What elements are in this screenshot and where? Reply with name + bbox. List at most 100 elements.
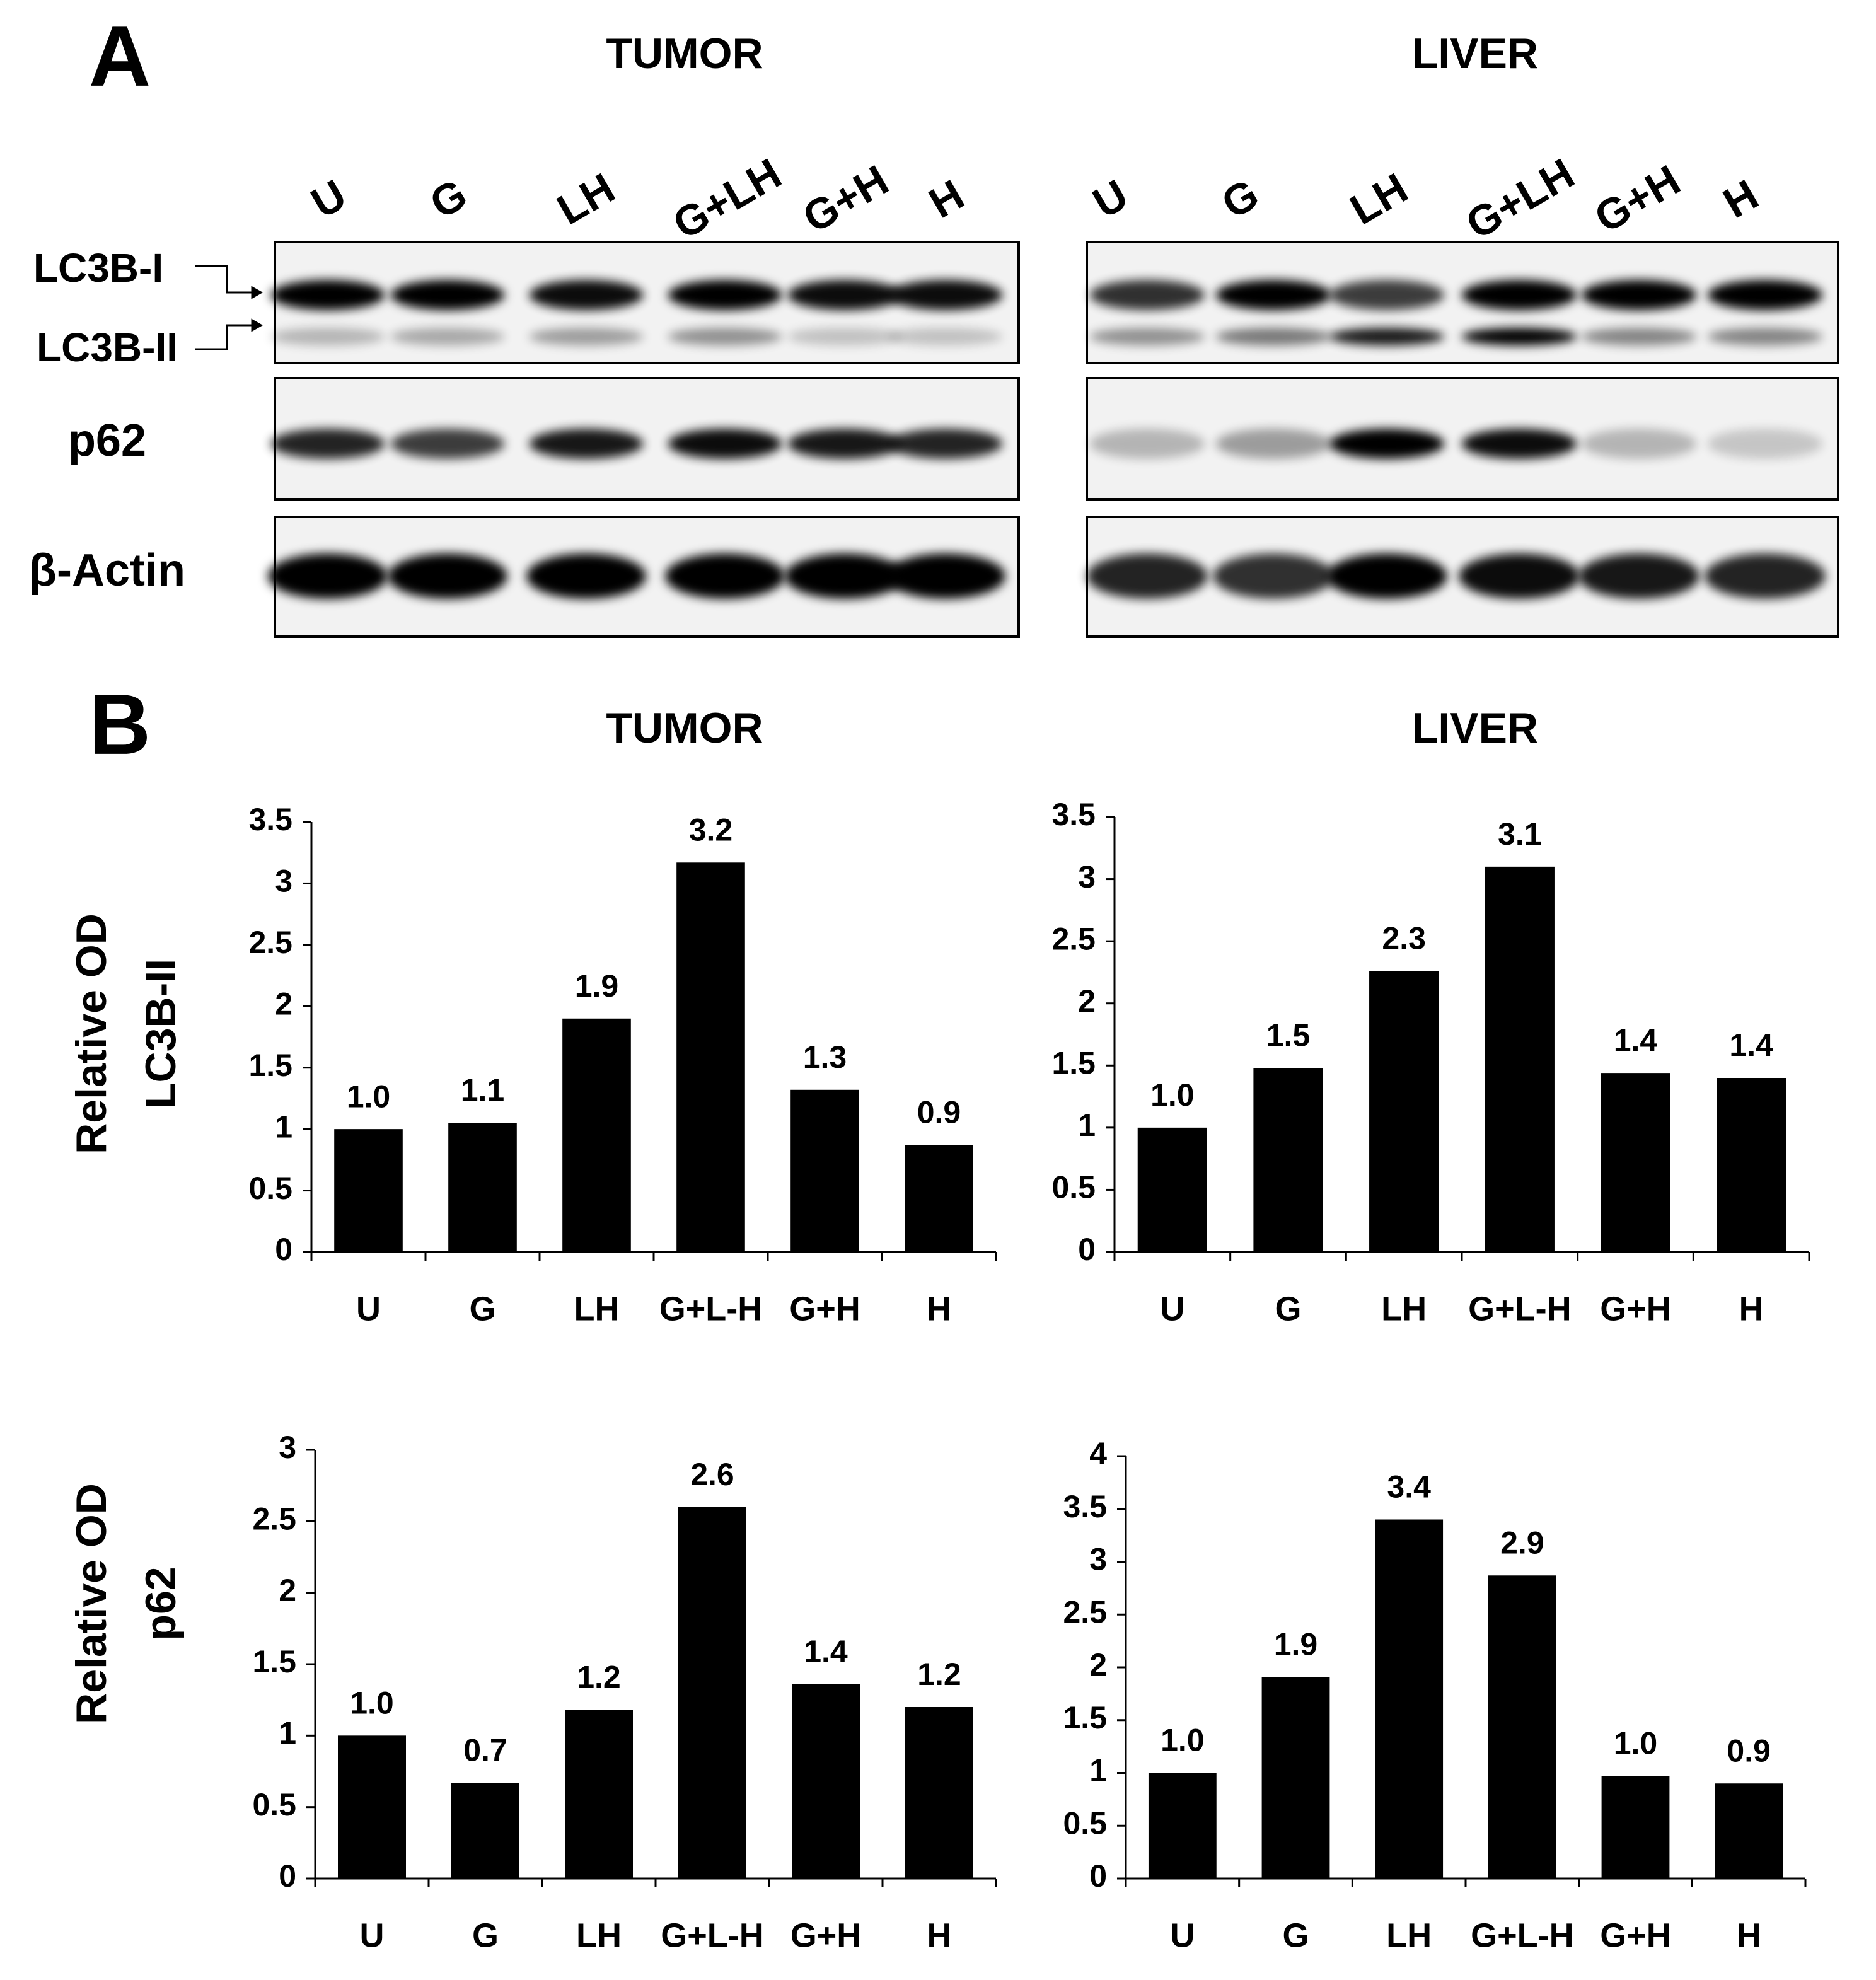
y-tick-label: 3.5 — [248, 802, 292, 837]
x-tick-label: LH — [1381, 1290, 1427, 1328]
value-label: 1.0 — [1150, 1077, 1195, 1113]
value-label: 1.9 — [1274, 1626, 1318, 1662]
bar-chart: 0 0.5 1 1.5 2 2.5 3 U 1.0 G 0.7 LH 1.2 G+L-H 2.6 G+H 1.4… — [252, 1430, 997, 1954]
blot-title: LIVER — [1412, 30, 1538, 78]
bar — [448, 1123, 517, 1252]
x-tick-label: G — [469, 1290, 495, 1328]
x-tick-label: G+L-H — [1471, 1916, 1574, 1954]
y-tick-label: 0 — [1089, 1858, 1107, 1894]
x-tick-label: LH — [574, 1290, 620, 1328]
y-tick-label: 2 — [279, 1573, 296, 1608]
bar — [334, 1129, 403, 1252]
x-tick-label: H — [1737, 1916, 1761, 1954]
bar — [676, 862, 745, 1252]
band — [668, 328, 782, 345]
bar — [565, 1710, 633, 1879]
arrows — [195, 265, 263, 350]
bar — [1137, 1127, 1207, 1252]
band — [1459, 553, 1580, 599]
band — [529, 328, 644, 345]
blot-row-label: p62 — [68, 415, 146, 466]
value-label: 2.3 — [1382, 921, 1426, 956]
band — [1461, 328, 1577, 345]
y-tick-label: 0.5 — [252, 1787, 296, 1822]
value-label: 1.1 — [461, 1073, 505, 1108]
x-tick-label: H — [927, 1916, 952, 1954]
y-tick-label: 2.5 — [1063, 1594, 1107, 1630]
value-label: 0.9 — [1727, 1733, 1771, 1768]
y-tick-label: 1 — [1078, 1108, 1096, 1143]
y-tick-label: 1.5 — [248, 1048, 292, 1083]
bar-chart: 0 0.5 1 1.5 2 2.5 3 3.5 4 U 1.0 G 1.9 LH 3.4 G+L-H 2.9 G+… — [1063, 1436, 1807, 1954]
band — [1461, 429, 1577, 459]
bar — [1601, 1776, 1670, 1879]
value-label: 0.7 — [463, 1732, 507, 1768]
panel-label: B — [89, 676, 151, 772]
x-tick-label: G+H — [1600, 1290, 1671, 1328]
x-tick-label: G+L-H — [659, 1290, 763, 1328]
y-tick-label: 0 — [1078, 1232, 1096, 1267]
band — [785, 553, 905, 599]
band — [390, 280, 505, 310]
blot-title: TUMOR — [606, 30, 763, 78]
band — [1581, 280, 1697, 310]
y-tick-label: 1.5 — [252, 1644, 296, 1679]
bar — [792, 1684, 860, 1879]
x-tick-label: H — [927, 1290, 951, 1328]
value-label: 3.1 — [1498, 816, 1542, 852]
bar — [1369, 971, 1439, 1252]
value-label: 1.4 — [1614, 1022, 1658, 1058]
bar — [1253, 1068, 1323, 1252]
x-tick-label: G+L-H — [1468, 1290, 1572, 1328]
arrow — [195, 265, 252, 294]
band — [1705, 553, 1826, 599]
y-tick-label: 2.5 — [248, 925, 292, 960]
column-title: TUMOR — [606, 704, 763, 752]
panel-label: A — [89, 8, 151, 104]
band — [270, 328, 385, 345]
x-tick-label: U — [1160, 1290, 1184, 1328]
band — [668, 280, 782, 310]
bar — [678, 1507, 746, 1879]
band — [1578, 553, 1699, 599]
y-axis-title-line: LC3B-II — [137, 959, 185, 1109]
y-tick-label: 0.5 — [1063, 1805, 1107, 1841]
y-tick-label: 4 — [1089, 1436, 1107, 1471]
x-tick-label: U — [356, 1290, 381, 1328]
band — [1329, 429, 1445, 459]
x-tick-label: G+H — [789, 1290, 860, 1328]
band — [888, 429, 1003, 459]
band — [1581, 429, 1697, 459]
value-label: 1.0 — [347, 1079, 391, 1114]
bar-chart: 0 0.5 1 1.5 2 2.5 3 3.5 U 1.0 G 1.5 LH 2.3 G+L-H 3.1 G+H… — [1051, 797, 1810, 1328]
y-tick-label: 0 — [279, 1858, 296, 1894]
value-label: 3.2 — [689, 813, 733, 848]
y-tick-label: 3 — [1078, 859, 1096, 894]
blot-row-label: β-Actin — [29, 545, 185, 596]
band — [668, 429, 782, 459]
band — [270, 429, 385, 459]
value-label: 1.2 — [577, 1660, 621, 1695]
y-tick-label: 3 — [1089, 1542, 1107, 1577]
y-tick-label: 2.5 — [1051, 921, 1096, 956]
band — [268, 553, 388, 599]
band — [390, 328, 505, 345]
y-tick-label: 1 — [1089, 1753, 1107, 1788]
value-label: 2.9 — [1500, 1525, 1544, 1560]
value-label: 0.9 — [917, 1095, 961, 1130]
column-title: LIVER — [1412, 704, 1538, 752]
y-axis-title-line: Relative OD — [67, 1483, 115, 1724]
band — [787, 328, 902, 345]
x-tick-label: LH — [1386, 1916, 1432, 1954]
band — [1461, 280, 1577, 310]
value-label: 1.4 — [1729, 1028, 1773, 1063]
y-tick-label: 3 — [279, 1430, 296, 1465]
value-label: 1.9 — [575, 968, 619, 1004]
bar — [1148, 1773, 1217, 1879]
y-axis-title-line: p62 — [137, 1566, 185, 1640]
y-tick-label: 0.5 — [248, 1171, 292, 1206]
band — [390, 429, 505, 459]
bar — [1717, 1078, 1786, 1252]
x-tick-label: G+H — [1600, 1916, 1671, 1954]
